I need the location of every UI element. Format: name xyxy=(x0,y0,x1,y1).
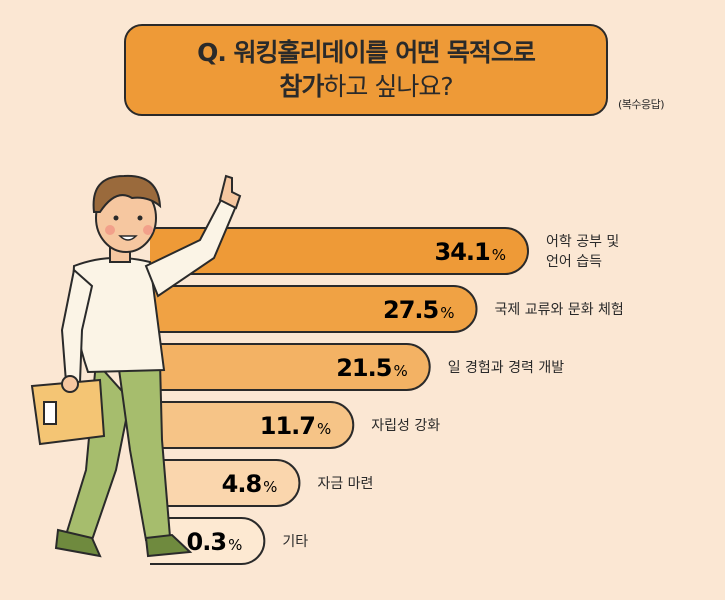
cheek-left xyxy=(105,225,115,235)
value-label-4: 11.7% xyxy=(260,412,331,440)
value-label-3: 21.5% xyxy=(336,354,407,382)
right-shoe xyxy=(144,533,193,558)
bar-2 xyxy=(150,285,478,333)
bar-5 xyxy=(150,459,301,507)
value-label-2: 27.5% xyxy=(383,296,454,324)
title-line-1: Q. 워킹홀리데이를 어떤 목적으로 xyxy=(197,38,536,67)
eye-right xyxy=(137,215,143,221)
question-banner: Q. 워킹홀리데이를 어떤 목적으로 참가하고 싶나요? xyxy=(124,24,608,116)
bars-group: 34.1 % 어학 공부 및언어 습득 27.5% 국제 교류와 문화 체험 21.5% 일… xyxy=(150,227,624,565)
bar-1 xyxy=(150,227,529,275)
cheek-right xyxy=(143,225,153,235)
value-label-6: 0.3% xyxy=(187,528,243,556)
hand xyxy=(61,375,79,393)
category-label-2: 국제 교류와 문화 체험 xyxy=(495,302,624,318)
category-label-1: 어학 공부 및 xyxy=(546,234,619,250)
smile xyxy=(118,235,138,241)
category-label-4: 자립성 강화 xyxy=(371,418,440,434)
hair xyxy=(92,174,162,213)
left-shoe xyxy=(54,528,102,558)
folder-label xyxy=(43,401,57,425)
category-label-5: 자금 마련 xyxy=(317,476,373,492)
value-label-5: 4.8% xyxy=(222,470,278,498)
bar-3 xyxy=(150,343,431,391)
pointing-hand xyxy=(218,174,242,210)
multiple-response-note: (복수응답) xyxy=(618,98,665,111)
title-bold-word: 참가 xyxy=(279,72,324,101)
value-label-1: 34.1% xyxy=(435,238,506,266)
category-label-6: 기타 xyxy=(282,534,308,550)
eye-left xyxy=(113,215,119,221)
category-label-1: 언어 습득 xyxy=(546,254,602,270)
title-line-2: 참가하고 싶나요? xyxy=(279,70,453,104)
category-label-3: 일 경험과 경력 개발 xyxy=(448,360,565,376)
bar-4 xyxy=(150,401,355,449)
title-rest: 하고 싶나요? xyxy=(323,72,453,101)
character-illustration xyxy=(30,174,242,558)
